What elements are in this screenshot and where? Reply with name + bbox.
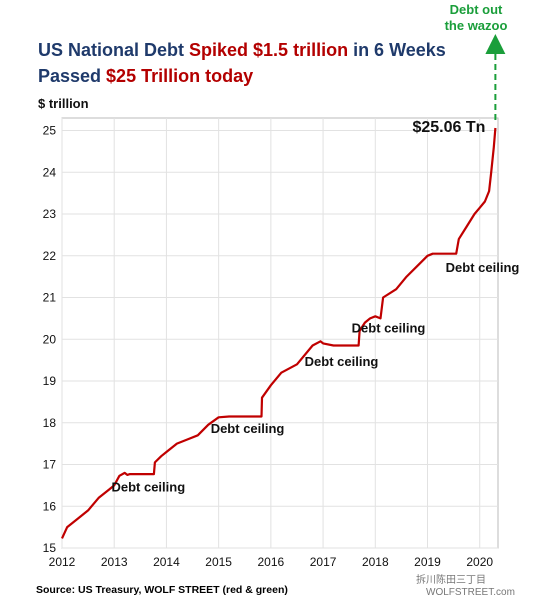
debt-ceiling-label: Debt ceiling	[446, 260, 520, 275]
debt-ceiling-label: Debt ceiling	[305, 354, 379, 369]
title-part-2: in 6 Weeks	[348, 40, 446, 60]
debt-series-line	[61, 127, 497, 539]
arrow-label: Debt out	[450, 2, 503, 17]
y-axis-label: $ trillion	[38, 96, 89, 111]
x-tick-label: 2016	[258, 555, 285, 569]
x-tick-label: 2017	[310, 555, 337, 569]
y-tick-label: 22	[43, 249, 57, 263]
y-tick-label: 24	[43, 165, 57, 179]
x-tick-label: 2014	[153, 555, 180, 569]
title-part-1: Spiked $1.5 trillion	[189, 40, 348, 60]
x-tick-label: 2015	[205, 555, 232, 569]
y-tick-label: 21	[43, 291, 57, 305]
title-part-0: US National Debt	[38, 40, 189, 60]
series-layer	[61, 127, 497, 539]
subtitle-part-2: today	[200, 66, 253, 86]
axis-ticks: 15 16 17 18 19 20 21 22 23 24 25 2012 2013 2014 2015 20…	[43, 124, 494, 569]
y-tick-label: 23	[43, 207, 57, 221]
annotations: $25.06 Tn Debt ceiling Debt ceiling Debt ce…	[111, 119, 519, 494]
arrow-label: the wazoo	[445, 18, 508, 33]
chart-title: US National Debt Spiked $1.5 trillion in…	[38, 40, 446, 60]
value-label: $25.06 Tn	[412, 119, 485, 136]
chart-subtitle: Passed $25 Trillion today	[38, 66, 253, 86]
y-tick-label: 20	[43, 332, 57, 346]
subtitle-part-1: $25 Trillion	[106, 66, 200, 86]
watermark-cn: 拆川陈田三丁目	[416, 573, 486, 586]
debt-ceiling-label: Debt ceiling	[211, 421, 285, 436]
grid	[61, 117, 499, 549]
y-tick-label: 19	[43, 374, 57, 388]
watermark: WOLFSTREET.com	[426, 587, 515, 598]
x-tick-label: 2020	[466, 555, 493, 569]
y-tick-label: 18	[43, 416, 57, 430]
x-tick-label: 2012	[49, 555, 76, 569]
source-note: Source: US Treasury, WOLF STREET (red & …	[36, 584, 288, 596]
debt-ceiling-label: Debt ceiling	[111, 479, 185, 494]
x-tick-label: 2019	[414, 555, 441, 569]
subtitle-part-0: Passed	[38, 66, 106, 86]
y-tick-label: 25	[43, 124, 57, 138]
y-tick-label: 16	[43, 499, 57, 513]
debt-ceiling-label: Debt ceiling	[352, 321, 426, 336]
y-tick-label: 17	[43, 458, 57, 472]
x-tick-label: 2013	[101, 555, 128, 569]
y-tick-label: 15	[43, 541, 57, 555]
x-tick-label: 2018	[362, 555, 389, 569]
